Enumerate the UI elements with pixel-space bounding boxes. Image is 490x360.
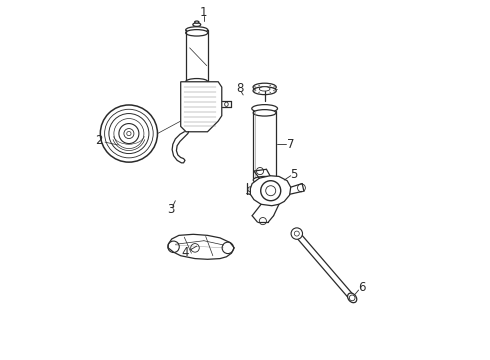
Text: 6: 6 bbox=[358, 281, 365, 294]
Ellipse shape bbox=[224, 102, 228, 107]
Text: 2: 2 bbox=[96, 134, 103, 147]
Ellipse shape bbox=[195, 21, 199, 23]
Text: 3: 3 bbox=[168, 203, 175, 216]
Ellipse shape bbox=[259, 87, 270, 91]
Ellipse shape bbox=[186, 78, 208, 85]
Ellipse shape bbox=[253, 176, 276, 184]
Ellipse shape bbox=[252, 105, 277, 112]
Text: 7: 7 bbox=[287, 138, 294, 151]
Polygon shape bbox=[168, 234, 234, 259]
Ellipse shape bbox=[253, 87, 276, 95]
Text: 8: 8 bbox=[236, 82, 244, 95]
Ellipse shape bbox=[186, 30, 208, 36]
Polygon shape bbox=[250, 176, 291, 206]
Text: 5: 5 bbox=[291, 168, 298, 181]
Circle shape bbox=[291, 228, 302, 239]
Circle shape bbox=[127, 131, 131, 136]
Ellipse shape bbox=[253, 83, 276, 91]
Ellipse shape bbox=[347, 293, 357, 303]
Text: 4: 4 bbox=[181, 246, 189, 259]
Text: 1: 1 bbox=[200, 6, 208, 19]
Polygon shape bbox=[181, 82, 222, 132]
Ellipse shape bbox=[193, 23, 201, 26]
Ellipse shape bbox=[186, 27, 208, 33]
Ellipse shape bbox=[253, 110, 276, 116]
